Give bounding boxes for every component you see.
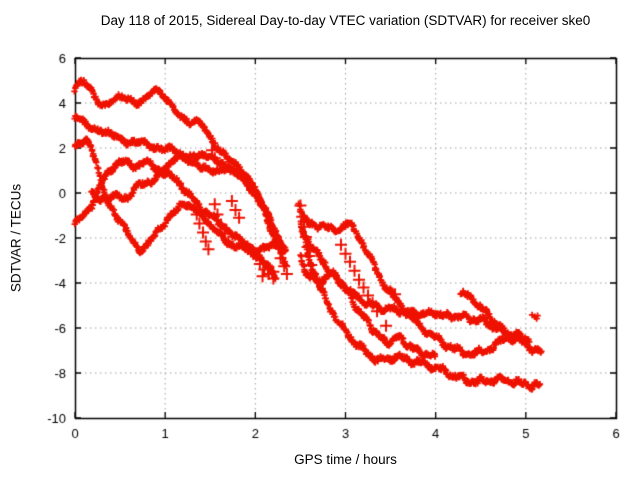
y-axis-label: SDTVAR / TECUs <box>8 183 24 293</box>
chart-title: Day 118 of 2015, Sidereal Day-to-day VTE… <box>100 13 591 28</box>
x-axis-label: GPS time / hours <box>294 452 397 467</box>
